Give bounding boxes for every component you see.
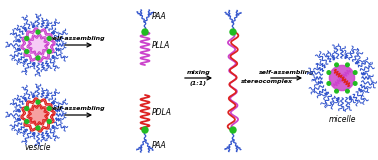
Circle shape [36, 126, 40, 130]
Text: PLLA: PLLA [152, 41, 170, 50]
Circle shape [335, 63, 338, 67]
Circle shape [230, 29, 236, 35]
Text: self-assembling: self-assembling [259, 70, 314, 75]
Circle shape [25, 107, 29, 111]
Circle shape [142, 29, 148, 35]
Circle shape [345, 89, 349, 93]
Text: stereocomplex: stereocomplex [241, 79, 293, 84]
Circle shape [353, 82, 357, 85]
Circle shape [36, 30, 40, 34]
Text: self-assembling: self-assembling [50, 36, 106, 41]
Text: (1:1): (1:1) [190, 81, 207, 86]
Circle shape [47, 107, 51, 111]
Circle shape [25, 49, 29, 53]
Circle shape [28, 35, 48, 55]
Circle shape [36, 100, 40, 104]
Circle shape [335, 89, 338, 93]
Circle shape [36, 56, 40, 60]
Circle shape [25, 120, 29, 124]
Text: mixing: mixing [187, 70, 211, 75]
Text: self-assembling: self-assembling [50, 106, 106, 111]
Circle shape [28, 105, 48, 125]
Circle shape [327, 82, 331, 85]
Text: PAA: PAA [152, 12, 167, 20]
Circle shape [25, 36, 29, 40]
Text: PDLA: PDLA [152, 108, 172, 117]
Circle shape [327, 71, 331, 74]
Text: vesicle: vesicle [25, 143, 51, 152]
Circle shape [230, 127, 236, 133]
Text: PAA: PAA [152, 141, 167, 151]
Circle shape [353, 71, 357, 74]
Circle shape [47, 36, 51, 40]
Circle shape [329, 65, 355, 91]
Circle shape [142, 127, 148, 133]
Circle shape [47, 49, 51, 53]
Circle shape [345, 63, 349, 67]
Text: micelle: micelle [328, 115, 356, 124]
Circle shape [47, 120, 51, 124]
